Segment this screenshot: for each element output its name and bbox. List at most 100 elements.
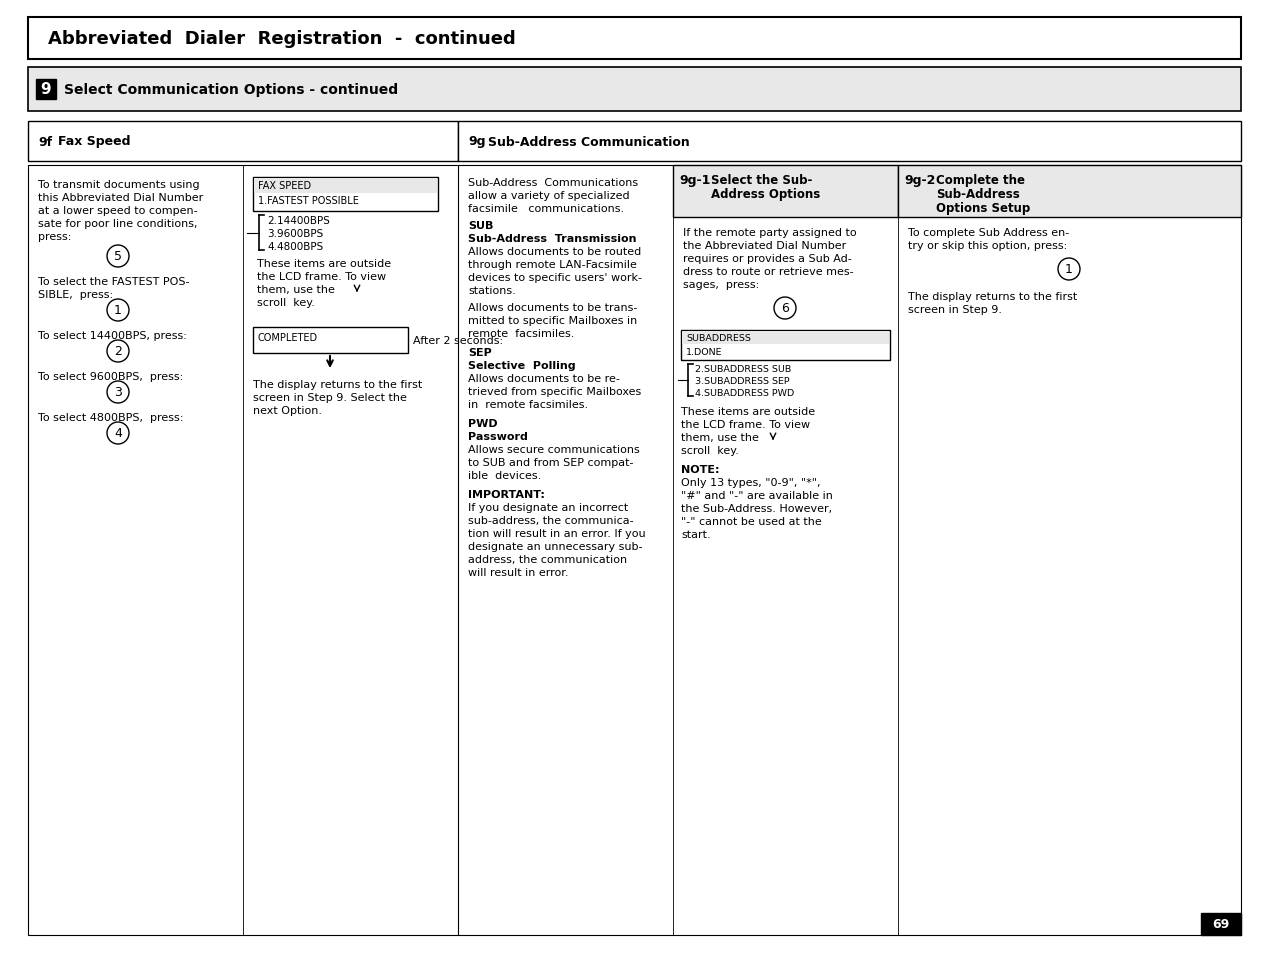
Text: Options Setup: Options Setup (937, 202, 1030, 214)
Text: "#" and "-" are available in: "#" and "-" are available in (681, 491, 832, 500)
Text: Abbreviated  Dialer  Registration  -  continued: Abbreviated Dialer Registration - contin… (48, 30, 515, 48)
Text: 3.9600BPS: 3.9600BPS (266, 229, 324, 239)
Text: Sub-Address  Communications: Sub-Address Communications (468, 178, 638, 188)
Text: 3: 3 (114, 386, 122, 399)
Text: to SUB and from SEP compat-: to SUB and from SEP compat- (468, 457, 633, 468)
Text: Select the Sub-: Select the Sub- (711, 173, 812, 187)
Text: through remote LAN-Facsimile: through remote LAN-Facsimile (468, 260, 637, 270)
Text: screen in Step 9.: screen in Step 9. (909, 305, 1003, 314)
Text: To transmit documents using: To transmit documents using (38, 180, 199, 190)
Text: devices to specific users' work-: devices to specific users' work- (468, 273, 642, 283)
Text: screen in Step 9. Select the: screen in Step 9. Select the (253, 393, 407, 402)
Text: allow a variety of specialized: allow a variety of specialized (468, 191, 629, 201)
Text: SUBADDRESS: SUBADDRESS (687, 334, 751, 343)
Text: remote  facsimiles.: remote facsimiles. (468, 329, 575, 338)
Text: The display returns to the first: The display returns to the first (253, 379, 423, 390)
Bar (1200, 913, 1241, 935)
Bar (28, 18, 1241, 60)
Text: If you designate an incorrect: If you designate an incorrect (468, 502, 628, 513)
Text: Select Communication Options - continued: Select Communication Options - continued (63, 83, 398, 97)
Bar (36, 80, 56, 100)
Text: 1.DONE: 1.DONE (687, 348, 722, 356)
Text: 9g-2: 9g-2 (904, 173, 935, 187)
Bar (28, 68, 1241, 112)
Text: them, use the: them, use the (681, 433, 759, 442)
Text: press:: press: (38, 232, 71, 242)
Text: tion will result in an error. If you: tion will result in an error. If you (468, 529, 646, 538)
Text: 4.SUBADDRESS PWD: 4.SUBADDRESS PWD (695, 389, 794, 397)
Text: facsimile   communications.: facsimile communications. (468, 204, 624, 213)
Text: PWD: PWD (468, 418, 497, 429)
Text: SEP: SEP (468, 348, 492, 357)
Text: Only 13 types, "0-9", "*",: Only 13 types, "0-9", "*", (681, 477, 821, 488)
Text: 5: 5 (114, 251, 122, 263)
Text: Allows documents to be routed: Allows documents to be routed (468, 247, 641, 256)
Text: SIBLE,  press:: SIBLE, press: (38, 290, 113, 299)
Text: 1: 1 (114, 304, 122, 317)
Text: dress to route or retrieve mes-: dress to route or retrieve mes- (683, 267, 854, 276)
Text: FAX SPEED: FAX SPEED (258, 181, 311, 191)
Text: ible  devices.: ible devices. (468, 471, 542, 480)
Text: 69: 69 (1212, 918, 1230, 930)
Text: To complete Sub Address en-: To complete Sub Address en- (909, 228, 1070, 237)
Text: Allows documents to be re-: Allows documents to be re- (468, 374, 619, 384)
Text: IMPORTANT:: IMPORTANT: (468, 490, 544, 499)
Text: the Abbreviated Dial Number: the Abbreviated Dial Number (683, 241, 846, 251)
Text: 2.14400BPS: 2.14400BPS (266, 215, 330, 226)
Text: 9: 9 (41, 82, 51, 97)
Text: To select the FASTEST POS-: To select the FASTEST POS- (38, 276, 189, 287)
Text: next Option.: next Option. (253, 406, 322, 416)
Text: 9f: 9f (38, 135, 52, 149)
Bar (458, 122, 1241, 162)
Text: These items are outside: These items are outside (681, 407, 815, 416)
Text: start.: start. (681, 530, 711, 539)
Text: The display returns to the first: The display returns to the first (909, 292, 1077, 302)
Text: Address Options: Address Options (711, 188, 820, 201)
Bar (681, 331, 890, 360)
Text: "-" cannot be used at the: "-" cannot be used at the (681, 517, 822, 526)
Text: scroll  key.: scroll key. (258, 297, 315, 308)
Text: 1: 1 (1065, 263, 1072, 276)
Text: After 2 seconds:: After 2 seconds: (412, 335, 503, 346)
Text: Sub-Address Communication: Sub-Address Communication (489, 135, 690, 149)
Text: Sub-Address: Sub-Address (937, 188, 1020, 201)
Text: COMPLETED: COMPLETED (258, 333, 319, 343)
Text: try or skip this option, press:: try or skip this option, press: (909, 241, 1067, 251)
Bar (681, 332, 890, 345)
Bar (254, 179, 437, 193)
Text: sub-address, the communica-: sub-address, the communica- (468, 516, 633, 525)
Text: SUB: SUB (468, 221, 494, 231)
Text: them, use the: them, use the (258, 285, 335, 294)
Text: the LCD frame. To view: the LCD frame. To view (681, 419, 810, 430)
Text: Complete the: Complete the (937, 173, 1025, 187)
Text: in  remote facsimiles.: in remote facsimiles. (468, 399, 588, 410)
Text: mitted to specific Mailboxes in: mitted to specific Mailboxes in (468, 315, 637, 326)
Text: requires or provides a Sub Ad-: requires or provides a Sub Ad- (683, 253, 851, 264)
Text: NOTE:: NOTE: (681, 464, 720, 475)
Text: Allows secure communications: Allows secure communications (468, 444, 640, 455)
Text: 3.SUBADDRESS SEP: 3.SUBADDRESS SEP (695, 376, 789, 386)
Text: Selective  Polling: Selective Polling (468, 360, 576, 371)
Text: 2: 2 (114, 345, 122, 358)
Text: sate for poor line conditions,: sate for poor line conditions, (38, 219, 198, 229)
Bar (253, 328, 409, 354)
Text: If the remote party assigned to: If the remote party assigned to (683, 228, 857, 237)
Text: To select 9600BPS,  press:: To select 9600BPS, press: (38, 372, 183, 381)
Text: 9g-1: 9g-1 (679, 173, 711, 187)
Text: 4: 4 (114, 427, 122, 440)
Text: designate an unnecessary sub-: designate an unnecessary sub- (468, 541, 642, 552)
Text: scroll  key.: scroll key. (681, 446, 739, 456)
Bar (253, 178, 438, 212)
Text: 6: 6 (780, 302, 789, 315)
Bar (28, 166, 1241, 935)
Text: address, the communication: address, the communication (468, 555, 627, 564)
Text: 9g: 9g (468, 135, 486, 149)
Text: To select 14400BPS, press:: To select 14400BPS, press: (38, 331, 187, 340)
Text: 4.4800BPS: 4.4800BPS (266, 242, 324, 252)
Text: Password: Password (468, 432, 528, 441)
Text: stations.: stations. (468, 286, 515, 295)
Text: the Sub-Address. However,: the Sub-Address. However, (681, 503, 832, 514)
Text: this Abbreviated Dial Number: this Abbreviated Dial Number (38, 193, 203, 203)
Text: trieved from specific Mailboxes: trieved from specific Mailboxes (468, 387, 641, 396)
Text: 1.FASTEST POSSIBLE: 1.FASTEST POSSIBLE (258, 195, 359, 206)
